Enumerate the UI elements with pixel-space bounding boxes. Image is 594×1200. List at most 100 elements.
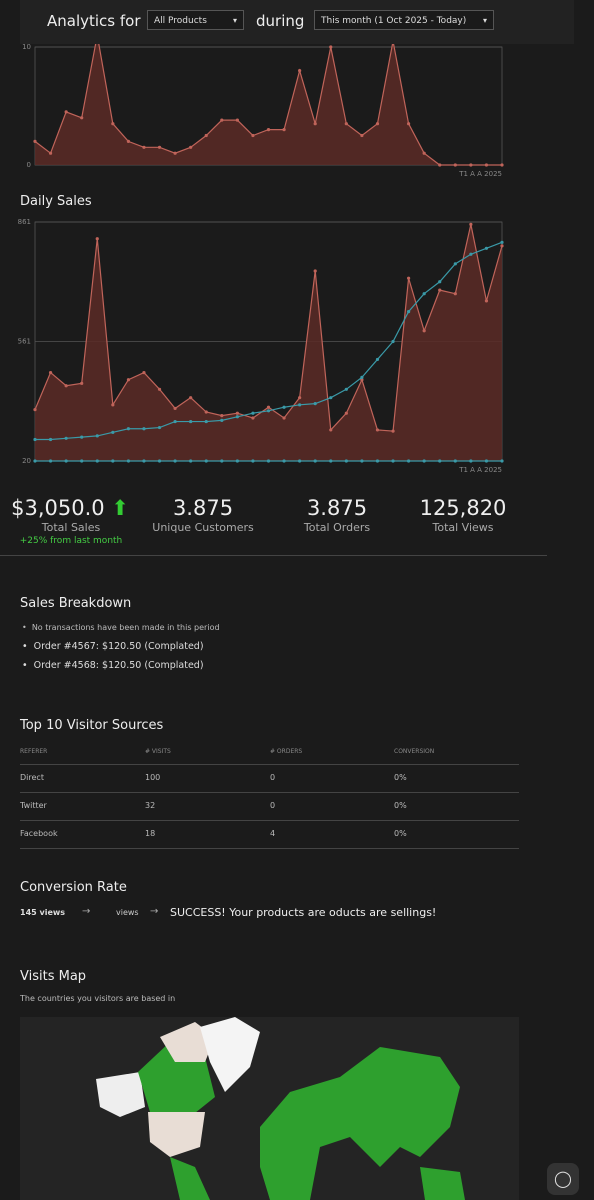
point [204, 459, 208, 463]
point [48, 437, 53, 442]
product-select[interactable]: All Products [147, 10, 244, 31]
kpi-value: 125,820 [419, 496, 507, 520]
item-text: Order #4568: $120.50 (Complated) [33, 660, 204, 671]
point [344, 411, 348, 415]
point [422, 151, 426, 155]
point [500, 244, 504, 248]
point [111, 122, 115, 126]
point [391, 459, 395, 463]
point [298, 459, 302, 463]
column-header: CONVERSION [394, 748, 435, 755]
point [64, 110, 68, 114]
point [453, 163, 457, 167]
table-cell: 32 [145, 801, 156, 810]
row-rule [20, 764, 519, 765]
point [407, 310, 411, 314]
point [438, 288, 442, 292]
point [157, 459, 162, 463]
point [251, 133, 255, 138]
point [375, 122, 380, 126]
point [298, 69, 302, 73]
point [235, 459, 239, 463]
country-latam [170, 1157, 210, 1200]
row-rule [20, 820, 519, 821]
point [266, 409, 271, 413]
point [235, 118, 239, 122]
point [344, 459, 348, 463]
kpi-value: 3.875 [306, 496, 368, 520]
kpi-label: Total Sales [41, 521, 101, 534]
point [80, 116, 84, 120]
point [189, 459, 193, 463]
kpi-value: $3,050.0 ⬆ [5, 496, 135, 520]
country-oceania [420, 1167, 465, 1200]
point [438, 163, 442, 167]
point [80, 459, 84, 463]
point [173, 419, 177, 424]
point [33, 459, 37, 463]
point [111, 459, 115, 463]
point [142, 370, 146, 375]
point [142, 427, 146, 431]
point [157, 145, 162, 149]
point [344, 122, 348, 126]
point [407, 122, 411, 126]
item-text: Order #4567: $120.50 (Complated) [33, 641, 204, 652]
point [438, 459, 442, 463]
funnel-step: views [116, 908, 139, 917]
point [64, 459, 68, 463]
section-subtitle: The countries you visitors are based in [20, 994, 176, 1003]
funnel-step: 145 views [20, 908, 66, 917]
point [126, 139, 130, 143]
y-tick-label: 0 [27, 161, 31, 169]
country-usa [148, 1112, 205, 1157]
point [500, 163, 504, 167]
x-axis-label: T1 A A 2025 [458, 466, 502, 474]
table-cell: 100 [145, 773, 161, 782]
chat-button[interactable]: ◯ [547, 1163, 579, 1195]
kpi-value-text: $3,050.0 [11, 496, 105, 520]
point [360, 459, 364, 463]
period-select[interactable]: This month (1 Oct 2025 - Today) [314, 10, 494, 31]
point [33, 139, 37, 143]
section-title: Sales Breakdown [20, 596, 132, 611]
funnel-result: SUCCESS! Your products are oducts are se… [170, 906, 437, 919]
list-item: • No transactions have been made in this… [22, 623, 220, 632]
point [282, 459, 286, 463]
point [469, 459, 473, 463]
point [329, 45, 333, 49]
point [344, 387, 348, 391]
table-cell: 18 [145, 829, 156, 838]
point [48, 151, 53, 155]
row-rule [20, 792, 519, 793]
point [407, 459, 411, 463]
country-eurasia-africa [260, 1047, 460, 1200]
point [375, 428, 380, 432]
point [204, 133, 208, 138]
point [469, 222, 473, 226]
point [453, 459, 457, 463]
point [251, 411, 255, 415]
point [329, 428, 333, 432]
y-tick-label: 20 [22, 457, 31, 465]
point [33, 408, 37, 412]
column-header: # ORDERS [270, 748, 303, 755]
point [189, 396, 193, 400]
table-cell: Direct [20, 773, 44, 782]
charts: 0 10 T1 A A 2025 20 561 861 T1 A A 2025 [18, 33, 504, 474]
funnel-arrow: → [82, 906, 91, 917]
kpi-change: +25% from last month [19, 536, 123, 546]
point [422, 329, 426, 333]
kpi-value: 3.875 [172, 496, 234, 520]
point [500, 459, 504, 463]
point [375, 459, 380, 463]
y-tick-label: 561 [18, 338, 31, 346]
up-arrow: ⬆ [111, 496, 129, 520]
point [282, 128, 286, 132]
point [189, 145, 193, 149]
point [251, 459, 255, 463]
divider [0, 555, 547, 556]
point [500, 240, 504, 244]
point [220, 118, 224, 122]
point [438, 280, 442, 284]
